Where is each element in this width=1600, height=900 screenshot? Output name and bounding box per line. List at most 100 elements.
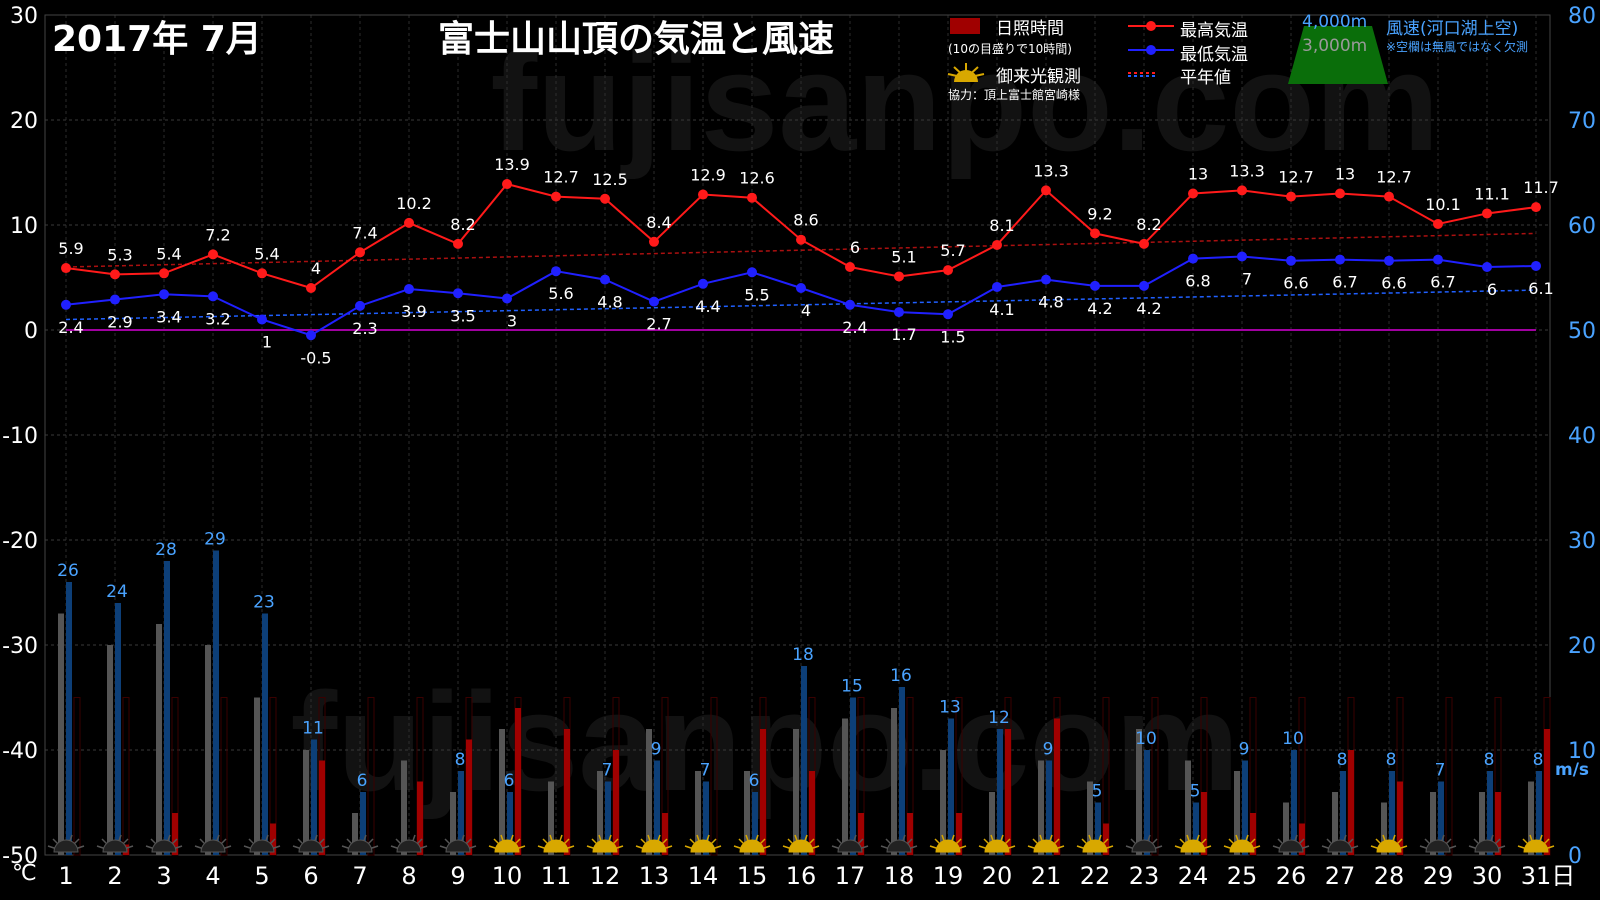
min-temp-point xyxy=(306,330,316,341)
min-temp-point xyxy=(992,281,1002,292)
max-temp-point xyxy=(404,217,414,228)
max-temp-point xyxy=(1139,238,1149,249)
min-temp-point xyxy=(1384,255,1394,266)
wind-4000-label: 5 xyxy=(1190,782,1201,802)
wind-4000-label: 10 xyxy=(1282,729,1304,749)
sunshine-bar-outline xyxy=(73,697,81,856)
max-temp-label: 12.7 xyxy=(1278,168,1314,187)
max-temp-label: 8.6 xyxy=(793,211,818,230)
wind-4000-label: 7 xyxy=(1435,761,1446,781)
min-temp-point xyxy=(649,296,659,307)
wind-4000-bar xyxy=(605,781,611,855)
max-temp-point xyxy=(600,193,610,204)
wind-4000-bar xyxy=(703,781,709,855)
max-temp-point xyxy=(1335,188,1345,199)
sunrise-missed-icon xyxy=(831,834,869,853)
watermark-top: fujisanpo.com xyxy=(491,23,1440,180)
min-temp-point xyxy=(1188,253,1198,264)
min-temp-point xyxy=(698,278,708,289)
min-temp-point xyxy=(1335,254,1345,265)
min-temp-label: 3 xyxy=(507,312,517,331)
min-temp-label: 4.8 xyxy=(1038,293,1063,312)
sunrise-observed-icon xyxy=(733,834,771,853)
min-temp-point xyxy=(257,314,267,325)
sunrise-sun xyxy=(1180,839,1206,853)
wind-4000-label: 9 xyxy=(1043,740,1054,760)
wind-3000-bar xyxy=(891,708,897,855)
sunshine-bar xyxy=(1250,813,1256,855)
sunrise-observed-icon xyxy=(1223,834,1261,853)
y-left-tick-label: 0 xyxy=(24,319,38,344)
wind-4000-label: 8 xyxy=(1533,750,1544,770)
max-temp-label: 4 xyxy=(311,259,321,278)
wind-4000-bar xyxy=(1389,771,1395,855)
sunshine-bar xyxy=(662,813,668,855)
min-temp-point xyxy=(600,274,610,285)
sunrise-observed-icon xyxy=(1370,834,1408,853)
sunshine-bar-outline xyxy=(220,697,228,856)
max-temp-point xyxy=(1433,218,1443,229)
min-temp-point xyxy=(404,284,414,295)
sunrise-missed-icon xyxy=(1321,834,1359,853)
sunrise-sun xyxy=(935,839,961,853)
wind-3000-bar xyxy=(1479,792,1485,855)
sunrise-missed-icon xyxy=(1125,834,1163,853)
max-temp-point xyxy=(649,236,659,247)
min-temp-point xyxy=(1286,255,1296,266)
max-temp-point xyxy=(1237,185,1247,196)
x-tick-label: 21 xyxy=(1031,862,1062,890)
max-temp-point xyxy=(355,247,365,258)
sunrise-observed-icon xyxy=(929,834,967,853)
x-tick-label: 10 xyxy=(492,862,523,890)
wind-4000-label: 6 xyxy=(749,771,760,791)
wind-3000-bar xyxy=(940,750,946,855)
min-temp-label: 6 xyxy=(1487,280,1497,299)
max-temp-label: 13.3 xyxy=(1033,161,1069,180)
sunshine-bar xyxy=(172,813,178,855)
sunrise-sun xyxy=(445,839,471,853)
y-right-tick-label: 0 xyxy=(1568,844,1582,869)
min-temp-label: 7 xyxy=(1242,270,1252,289)
sunrise-sun xyxy=(1033,839,1059,853)
wind-3000-bar xyxy=(450,792,456,855)
sunshine-bar xyxy=(1201,792,1207,855)
wind-4000-bar xyxy=(115,603,121,855)
sunshine-bar xyxy=(858,813,864,855)
sunrise-missed-icon xyxy=(292,834,330,853)
wind-3000-bar xyxy=(254,697,260,855)
sunrise-observed-icon xyxy=(1076,834,1114,853)
wind-4000-label: 6 xyxy=(504,771,515,791)
min-temp-point xyxy=(355,300,365,311)
x-tick-label: 15 xyxy=(737,862,768,890)
wind-4000-label: 15 xyxy=(841,677,863,697)
max-temp-label: 7.4 xyxy=(352,223,377,242)
min-temp-point xyxy=(1139,280,1149,291)
sunshine-bar xyxy=(417,781,423,855)
wind-4000-bar xyxy=(164,561,170,855)
wind-3000-bar xyxy=(1528,781,1534,855)
min-temp-point xyxy=(551,266,561,277)
max-temp-label: 6 xyxy=(850,238,860,257)
sunrise-observed-icon xyxy=(978,834,1016,853)
min-temp-label: 1 xyxy=(262,333,272,352)
y-right-tick-label: 80 xyxy=(1568,4,1596,29)
wind-4000-label: 9 xyxy=(1239,740,1250,760)
x-tick-label: 16 xyxy=(786,862,817,890)
wind-3000-bar xyxy=(1087,781,1093,855)
sunshine-bar xyxy=(907,813,913,855)
wind-4000-bar xyxy=(1144,750,1150,855)
max-temp-series: 5.9 5.3 5.4 7.2 5.4 4 7.4 10.2 8.2 13.9 12.7 12.5 8.… xyxy=(58,155,1559,293)
min-temp-legend-marker xyxy=(1146,45,1156,55)
wind-3000-bar xyxy=(548,781,554,855)
sunshine-bar xyxy=(956,813,962,855)
legend-credit: 協力：頂上富士館宮崎様 xyxy=(948,88,1081,102)
sunrise-sun xyxy=(347,839,373,853)
wind-4000-label: 8 xyxy=(455,750,466,770)
sunshine-bar xyxy=(809,771,815,855)
wind-4000-bar xyxy=(507,792,513,855)
wind-3000-bar xyxy=(156,624,162,855)
wind-4000-label: 6 xyxy=(357,771,368,791)
min-temp-label: 1.5 xyxy=(940,327,965,346)
wind-3000-bar xyxy=(1283,802,1289,855)
wind-4000-bar xyxy=(1536,771,1542,855)
